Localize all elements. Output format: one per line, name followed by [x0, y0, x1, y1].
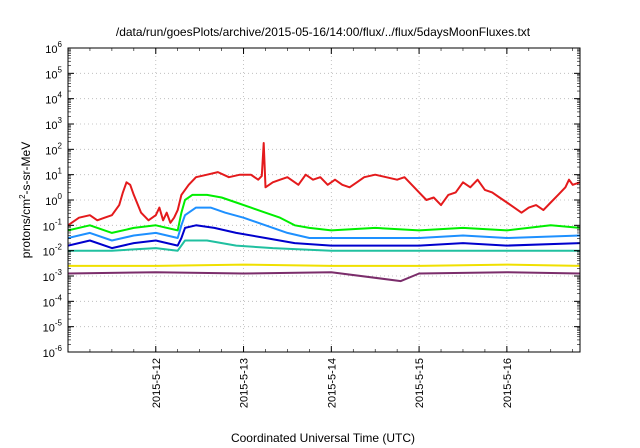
y-tick-label: 103	[45, 116, 62, 132]
series-line	[68, 271, 580, 283]
y-tick-label: 10-5	[43, 319, 63, 335]
x-axis-label: Coordinated Universal Time (UTC)	[231, 431, 415, 445]
y-tick-label: 101	[45, 167, 62, 183]
y-axis-ticks: 10-6 10-5 10-4 10-3 10-2 10-1 100 101 102 103 104 1…	[43, 40, 580, 360]
y-label-suffix: -s-sr-MeV	[19, 142, 33, 195]
series-line	[68, 239, 580, 252]
series-line	[68, 206, 580, 242]
series-line	[68, 263, 580, 267]
y-tick-label: 104	[45, 91, 62, 107]
x-tick-label: 2015-5-14	[326, 358, 338, 408]
x-axis-ticks: 2015-5-12 2015-5-13 2015-5-14 2015-5-15 2015…	[67, 48, 573, 408]
series-line	[68, 142, 580, 227]
y-tick-label: 105	[45, 65, 62, 81]
y-axis-label: protons/cm2-s-sr-MeV	[18, 142, 33, 258]
y-tick-label: 10-3	[43, 268, 63, 284]
y-tick-label: 102	[45, 141, 62, 157]
x-tick-label: 2015-5-16	[502, 358, 514, 408]
x-tick-label: 2015-5-15	[414, 358, 426, 408]
y-tick-label: 10-4	[43, 293, 63, 309]
x-tick-label: 2015-5-12	[151, 358, 163, 408]
chart-title: /data/run/goesPlots/archive/2015-05-16/1…	[116, 25, 531, 39]
y-tick-label: 10-6	[43, 344, 63, 360]
y-tick-label: 10-1	[43, 217, 63, 233]
y-label-superscript: 2	[18, 194, 27, 199]
x-tick-label: 2015-5-13	[239, 358, 251, 408]
y-tick-label: 100	[45, 192, 62, 208]
data-series	[68, 142, 580, 283]
series-line	[68, 224, 580, 250]
y-label-prefix: protons/cm	[19, 199, 33, 258]
y-tick-label: 10-2	[43, 243, 63, 259]
y-tick-label: 106	[45, 40, 62, 56]
series-line	[68, 193, 580, 234]
